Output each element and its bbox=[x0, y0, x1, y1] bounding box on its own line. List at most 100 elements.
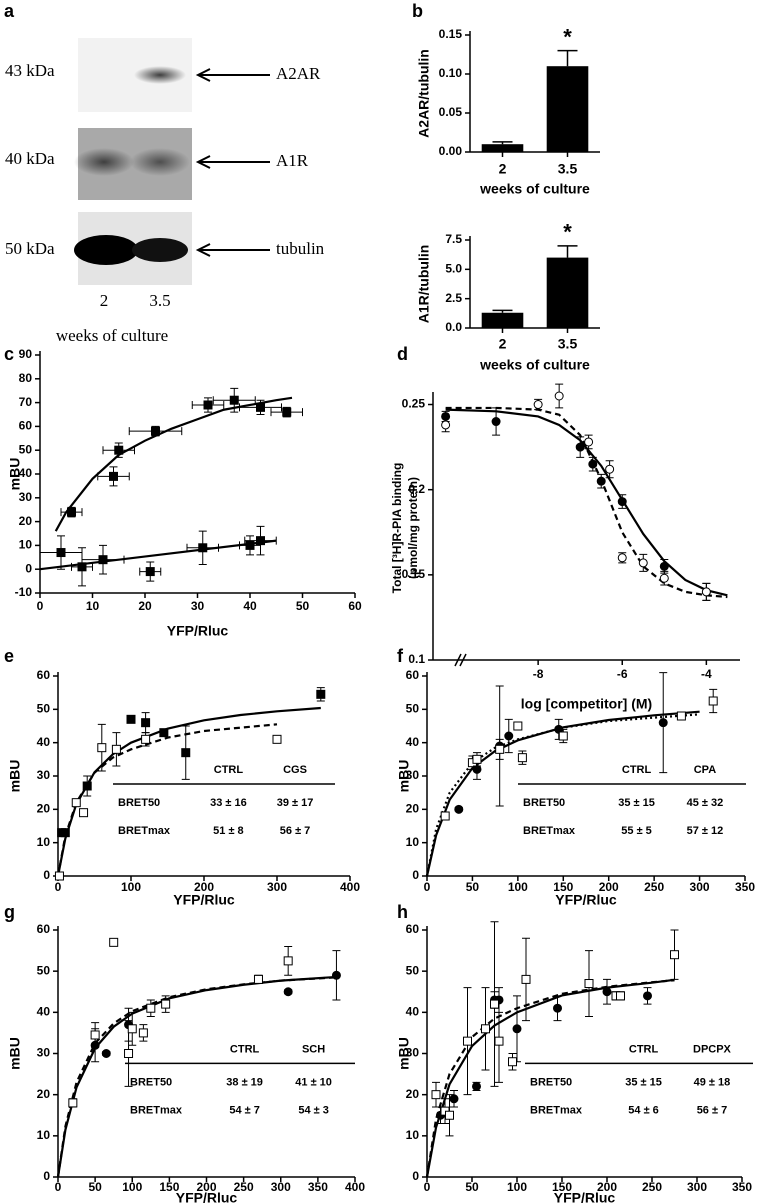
error-bar bbox=[492, 141, 513, 145]
y-tick-label: 30 bbox=[37, 768, 51, 782]
point bbox=[617, 553, 627, 563]
point bbox=[146, 1003, 156, 1013]
table-row-label: BRET50 bbox=[523, 797, 565, 809]
y-tick-label: 70 bbox=[19, 395, 33, 409]
y-axis-label: Total [³H]R-PIA binding bbox=[390, 463, 404, 594]
y-tick-label: 0.15 bbox=[439, 27, 463, 41]
panel-letter: f bbox=[397, 646, 404, 666]
point bbox=[588, 459, 598, 469]
point bbox=[98, 555, 108, 565]
y-tick-label: 0 bbox=[412, 868, 419, 882]
table-cell: 57 ± 12 bbox=[687, 825, 724, 837]
point bbox=[54, 871, 64, 881]
blot-band bbox=[132, 238, 188, 262]
point bbox=[596, 476, 606, 486]
point bbox=[602, 987, 612, 997]
point bbox=[517, 753, 527, 763]
bar bbox=[481, 144, 524, 152]
y-tick-label: 30 bbox=[406, 1046, 420, 1060]
x-tick-label: 350 bbox=[735, 880, 755, 894]
fit-curve bbox=[56, 976, 337, 1178]
point bbox=[440, 811, 450, 821]
x-tick-label: 350 bbox=[732, 1180, 752, 1194]
point bbox=[533, 400, 543, 410]
point bbox=[90, 1030, 100, 1040]
table-cell: 45 ± 32 bbox=[687, 797, 724, 809]
x-axis-label: YFP/Rluc bbox=[167, 623, 229, 639]
x-axis-label: YFP/Rluc bbox=[554, 1190, 616, 1204]
y-tick-label: 60 bbox=[37, 668, 51, 682]
y-tick-label: 30 bbox=[406, 768, 420, 782]
point bbox=[463, 1036, 472, 1046]
point bbox=[272, 734, 282, 744]
table-cell: 35 ± 15 bbox=[625, 1076, 662, 1088]
point bbox=[245, 540, 255, 550]
table-cell: 35 ± 15 bbox=[618, 797, 655, 809]
x-tick-label: 350 bbox=[308, 1180, 328, 1194]
point bbox=[331, 970, 341, 980]
point bbox=[111, 744, 121, 754]
table-row-label: BRET50 bbox=[130, 1076, 172, 1088]
fit-curve bbox=[425, 978, 675, 1178]
point bbox=[449, 1094, 459, 1104]
y-tick-label: 0 bbox=[43, 1169, 50, 1183]
x-tick-label: 40 bbox=[243, 599, 257, 613]
kda-label: 50 kDa bbox=[5, 239, 55, 258]
blot-band bbox=[130, 148, 190, 176]
table-cell: 39 ± 17 bbox=[277, 797, 314, 809]
error-bar bbox=[557, 245, 578, 258]
point bbox=[256, 536, 265, 546]
y-tick-label: 7.5 bbox=[445, 232, 462, 246]
x-tick-label: 3.5 bbox=[558, 336, 578, 352]
point bbox=[101, 1049, 111, 1058]
y-tick-label: 0 bbox=[412, 1169, 419, 1183]
y-tick-label: 60 bbox=[37, 922, 51, 936]
table-row-label: BRETmax bbox=[523, 825, 576, 837]
x-tick-label: 250 bbox=[642, 1180, 662, 1194]
table-cell: 56 ± 7 bbox=[280, 825, 311, 837]
x-tick-label: 0 bbox=[424, 880, 431, 894]
y-tick-label: 40 bbox=[19, 466, 33, 480]
point bbox=[513, 721, 523, 731]
y-axis-label: A1R/tubulin bbox=[416, 245, 432, 324]
point bbox=[253, 974, 263, 984]
table-row-label: BRET50 bbox=[530, 1076, 572, 1088]
y-tick-label: 0.25 bbox=[402, 397, 426, 411]
table-header: CTRL bbox=[214, 764, 244, 776]
x-axis-label: log [competitor] (M) bbox=[521, 696, 652, 712]
x-tick-label: 250 bbox=[234, 1180, 254, 1194]
y-tick-label: 0.0 bbox=[445, 320, 462, 334]
x-tick-label: 300 bbox=[267, 880, 287, 894]
fit-curve bbox=[445, 406, 728, 599]
table-cell: 41 ± 10 bbox=[295, 1076, 332, 1088]
point bbox=[670, 950, 679, 960]
point bbox=[584, 979, 594, 989]
point bbox=[490, 999, 499, 1009]
kda-label: 40 kDa bbox=[5, 149, 55, 168]
error-bar bbox=[557, 49, 578, 67]
point bbox=[472, 754, 482, 764]
x-tick-label: 60 bbox=[348, 599, 362, 613]
point bbox=[77, 562, 87, 572]
point bbox=[283, 956, 293, 966]
point bbox=[441, 420, 451, 430]
panel-letter: e bbox=[4, 646, 14, 666]
blot-xlabel: weeks of culture bbox=[56, 326, 168, 345]
point bbox=[283, 987, 293, 997]
point bbox=[659, 573, 669, 583]
bar bbox=[546, 66, 589, 152]
x-tick-label: 50 bbox=[465, 1180, 479, 1194]
point bbox=[553, 1003, 562, 1013]
point bbox=[454, 804, 464, 814]
point bbox=[558, 731, 568, 741]
point bbox=[491, 417, 501, 427]
x-tick-label: 300 bbox=[271, 1180, 291, 1194]
table-cell: 38 ± 19 bbox=[226, 1076, 263, 1088]
point bbox=[431, 1090, 441, 1100]
point bbox=[521, 974, 531, 984]
point bbox=[56, 548, 66, 558]
x-tick-label: -4 bbox=[701, 667, 712, 681]
y-axis-label: mBU bbox=[396, 760, 412, 793]
point bbox=[114, 445, 124, 455]
y-tick-label: 10 bbox=[19, 538, 33, 552]
